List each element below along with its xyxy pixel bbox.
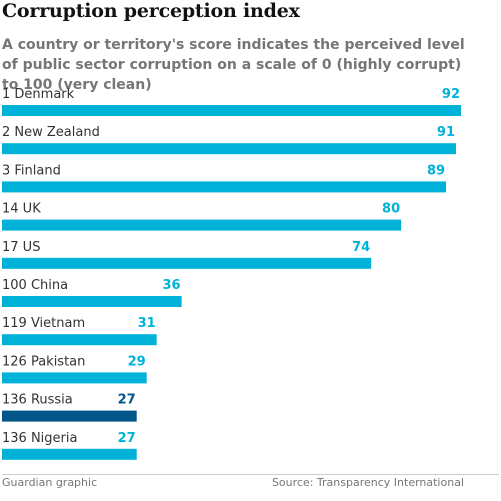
bar [2, 448, 137, 460]
source-text: Source: Transparency International [271, 476, 464, 489]
bar [2, 334, 157, 346]
value-label: 31 [138, 316, 156, 331]
value-label: 89 [427, 163, 445, 178]
category-label: 136 Russia [2, 393, 73, 408]
category-label: 1 Denmark [2, 87, 75, 102]
bar-chart: 1 Denmark 92 2 New Zealand 91 3 Finland 89 14 … [2, 87, 461, 460]
category-label: 126 Pakistan [2, 354, 85, 369]
value-label: 27 [118, 431, 136, 446]
category-label: 100 China [2, 278, 68, 293]
category-label: 136 Nigeria [2, 431, 77, 446]
value-label: 92 [442, 87, 460, 102]
value-label: 80 [382, 202, 400, 217]
category-label: 17 US [2, 240, 40, 255]
category-label: 119 Vietnam [2, 316, 85, 331]
bar [2, 143, 457, 155]
bar [2, 410, 137, 422]
bar [2, 372, 147, 384]
bar [2, 181, 447, 193]
chart-footer: Guardian graphic Source: Transparency In… [2, 474, 499, 497]
value-label: 27 [118, 393, 136, 408]
bar [2, 105, 461, 116]
category-label: 2 New Zealand [2, 125, 100, 140]
chart-title: Corruption perception index [2, 0, 300, 22]
category-label: 14 UK [2, 202, 41, 217]
chart-subtitle: A country or territory's score indicates… [2, 37, 465, 93]
credit-text: Guardian graphic [2, 476, 98, 489]
bar [2, 257, 372, 269]
category-label: 3 Finland [2, 163, 61, 178]
value-label: 74 [352, 240, 370, 255]
value-label: 36 [163, 278, 181, 293]
bar [2, 219, 402, 231]
value-label: 29 [128, 354, 146, 369]
bar [2, 296, 182, 307]
value-label: 91 [437, 125, 455, 140]
